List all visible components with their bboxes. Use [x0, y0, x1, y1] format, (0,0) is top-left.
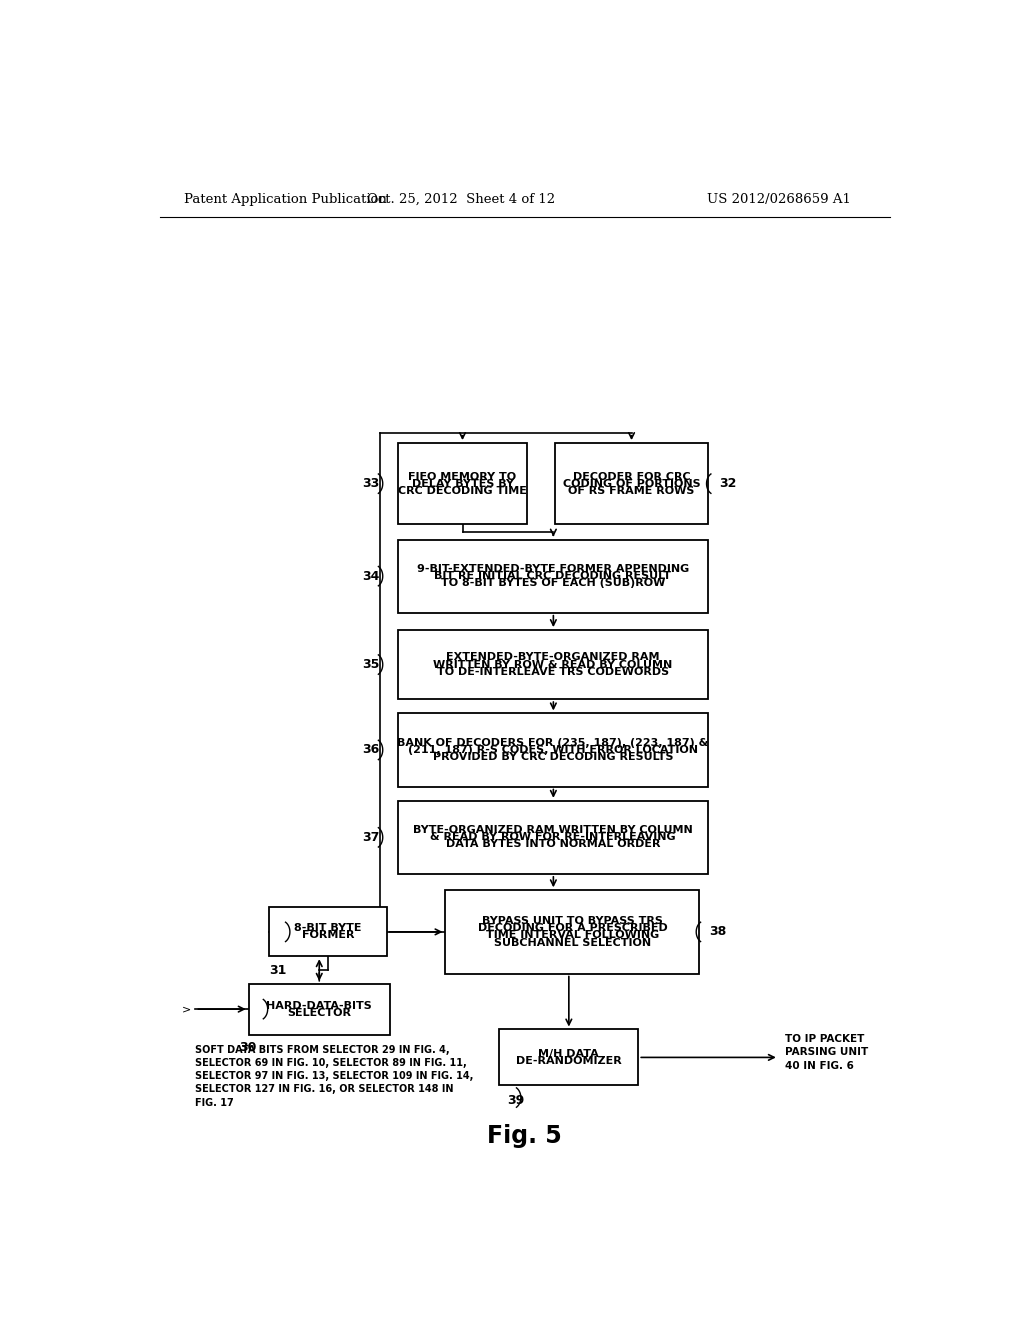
Text: 37: 37: [362, 830, 380, 843]
Text: & READ BY ROW FOR RE-INTERLEAVING: & READ BY ROW FOR RE-INTERLEAVING: [430, 833, 676, 842]
Bar: [397, 444, 527, 524]
Text: BYPASS UNIT TO BYPASS TRS: BYPASS UNIT TO BYPASS TRS: [482, 916, 663, 927]
Text: (211, 187) R-S CODES, WITH ERROR LOCATION: (211, 187) R-S CODES, WITH ERROR LOCATIO…: [408, 744, 698, 755]
Text: DE-RANDOMIZER: DE-RANDOMIZER: [516, 1056, 622, 1067]
Text: 9-BIT-EXTENDED-BYTE FORMER APPENDING: 9-BIT-EXTENDED-BYTE FORMER APPENDING: [417, 564, 689, 574]
Text: Patent Application Publication: Patent Application Publication: [183, 193, 386, 206]
Text: 35: 35: [362, 659, 380, 671]
Text: >: >: [182, 1005, 191, 1014]
Text: BYTE-ORGANIZED RAM WRITTEN BY COLUMN: BYTE-ORGANIZED RAM WRITTEN BY COLUMN: [413, 825, 693, 836]
Bar: [397, 630, 709, 700]
Text: US 2012/0268659 A1: US 2012/0268659 A1: [707, 193, 851, 206]
Text: FIFO MEMORY TO: FIFO MEMORY TO: [409, 471, 516, 482]
Text: EXTENDED-BYTE-ORGANIZED RAM: EXTENDED-BYTE-ORGANIZED RAM: [446, 652, 659, 663]
Text: CODING OF PORTIONS: CODING OF PORTIONS: [563, 479, 700, 488]
Text: WRITTEN BY ROW & READ BY COLUMN: WRITTEN BY ROW & READ BY COLUMN: [433, 660, 673, 669]
Text: BIT RE INITIAL CRC DECODING RESULT: BIT RE INITIAL CRC DECODING RESULT: [434, 572, 672, 581]
Text: OF RS FRAME ROWS: OF RS FRAME ROWS: [568, 486, 694, 496]
Text: SUBCHANNEL SELECTION: SUBCHANNEL SELECTION: [494, 937, 651, 948]
Text: DECODING FOR A PRESCRIBED: DECODING FOR A PRESCRIBED: [477, 923, 668, 933]
Text: HARD-DATA-BITS: HARD-DATA-BITS: [266, 1001, 372, 1011]
Bar: [397, 801, 709, 874]
Bar: [269, 907, 387, 956]
Text: TIME INTERVAL FOLLOWING: TIME INTERVAL FOLLOWING: [485, 931, 659, 940]
Text: CRC DECODING TIME: CRC DECODING TIME: [398, 486, 527, 496]
Text: Oct. 25, 2012  Sheet 4 of 12: Oct. 25, 2012 Sheet 4 of 12: [368, 193, 555, 206]
Text: 31: 31: [269, 964, 287, 977]
Text: TO DE-INTERLEAVE TRS CODEWORDS: TO DE-INTERLEAVE TRS CODEWORDS: [437, 667, 669, 677]
Text: 36: 36: [362, 743, 379, 756]
Text: FORMER: FORMER: [302, 931, 354, 940]
Text: Fig. 5: Fig. 5: [487, 1125, 562, 1148]
Text: DATA BYTES INTO NORMAL ORDER: DATA BYTES INTO NORMAL ORDER: [445, 840, 660, 850]
Bar: [555, 444, 709, 524]
Bar: [500, 1030, 638, 1085]
Bar: [397, 540, 709, 612]
Text: TO 8-BIT BYTES OF EACH (SUB)ROW: TO 8-BIT BYTES OF EACH (SUB)ROW: [440, 578, 666, 589]
Text: BANK OF DECODERS FOR (235, 187), (223, 187) &: BANK OF DECODERS FOR (235, 187), (223, 1…: [397, 738, 709, 748]
Text: DELAY BYTES BY: DELAY BYTES BY: [412, 479, 513, 488]
Text: SELECTOR: SELECTOR: [288, 1007, 351, 1018]
Bar: [249, 983, 390, 1035]
Text: PROVIDED BY CRC DECODING RESULTS: PROVIDED BY CRC DECODING RESULTS: [433, 752, 673, 762]
Text: 34: 34: [362, 570, 380, 582]
Text: TO IP PACKET
PARSING UNIT
40 IN FIG. 6: TO IP PACKET PARSING UNIT 40 IN FIG. 6: [785, 1034, 868, 1071]
Text: SOFT DATA BITS FROM SELECTOR 29 IN FIG. 4,
SELECTOR 69 IN FIG. 10, SELECTOR 89 I: SOFT DATA BITS FROM SELECTOR 29 IN FIG. …: [196, 1044, 474, 1107]
Text: 39: 39: [507, 1093, 524, 1106]
Text: 33: 33: [362, 477, 379, 490]
Text: 30: 30: [240, 1041, 256, 1055]
Text: DECODER FOR CRC: DECODER FOR CRC: [572, 471, 690, 482]
Text: 8-BIT BYTE: 8-BIT BYTE: [294, 923, 361, 933]
Text: 38: 38: [709, 925, 726, 939]
Bar: [445, 890, 699, 974]
Text: M/H DATA: M/H DATA: [539, 1049, 599, 1059]
Text: 32: 32: [719, 477, 736, 490]
Bar: [397, 713, 709, 787]
